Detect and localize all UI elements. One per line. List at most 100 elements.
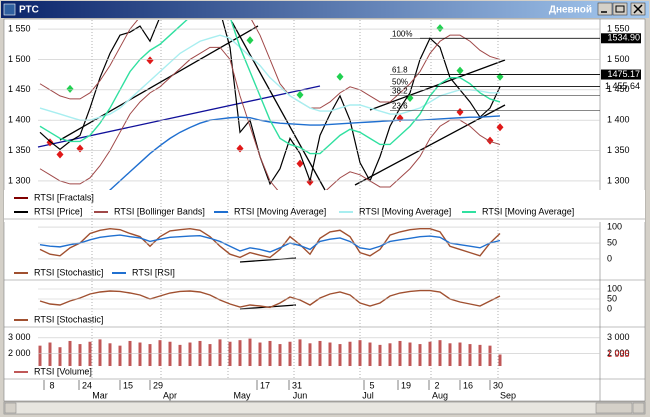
fib-label: 23.6 [392, 102, 408, 111]
volume-bar [278, 344, 282, 366]
x-day-label: 2 [434, 380, 439, 390]
panel-plot [39, 289, 501, 309]
x-month-label: Aug [432, 390, 448, 400]
minimize-button[interactable] [597, 2, 613, 16]
scroll-right[interactable] [632, 402, 645, 414]
price-tag-label: 1 455.64 [605, 81, 640, 91]
legend-label: RTSI [RSI] [132, 267, 175, 277]
volume-bar [388, 343, 392, 366]
volume-bar [208, 344, 212, 366]
window-buttons[interactable] [597, 2, 646, 16]
legend-label: RTSI [Bollinger Bands] [114, 206, 205, 216]
fib-label: 50% [392, 78, 408, 87]
legend-label: RTSI [Price] [34, 206, 82, 216]
volume-bar [298, 339, 302, 366]
volume-bar [358, 340, 362, 366]
series-line [108, 115, 501, 190]
volume-bar [438, 340, 442, 366]
title-bar [1, 1, 649, 18]
maximize-icon [615, 5, 625, 13]
fib-label: 100% [392, 29, 412, 38]
x-month-label: Jun [293, 390, 308, 400]
y-tick-label-right: 100 [607, 221, 622, 231]
fractal-down [146, 56, 154, 65]
trend-lines [37, 21, 506, 310]
x-day-label: 24 [82, 380, 92, 390]
y-tick-label-right: 50 [607, 293, 617, 303]
maximize-button[interactable] [612, 2, 628, 16]
volume-bar [348, 341, 352, 366]
y-tick-label-left: 1 300 [8, 175, 31, 185]
fractal-up [456, 66, 464, 75]
volume-bar [78, 344, 82, 366]
volume-bar [258, 342, 262, 366]
volume-bar [328, 342, 332, 366]
volume-bar [498, 354, 502, 366]
close-icon [633, 4, 643, 14]
volume-bar [248, 338, 252, 366]
y-tick-label-right: 0 [607, 253, 612, 263]
y-tick-label-left: 1 500 [8, 54, 31, 64]
x-day-label: 16 [463, 380, 473, 390]
scroll-thumb[interactable] [595, 402, 633, 414]
legend-label: RTSI [Moving Average] [234, 206, 326, 216]
volume-bar [38, 345, 42, 366]
price-tag-label: 1534.90 [607, 33, 640, 43]
volume-bar [188, 342, 192, 366]
price-tag-box [601, 33, 641, 44]
x-day-label: 5 [369, 380, 374, 390]
volume-bar [98, 339, 102, 366]
fractal-down [456, 108, 464, 117]
y-tick-label-left: 1 400 [8, 115, 31, 125]
volume-bar [418, 344, 422, 366]
legend-label: RTSI [Stochastic] [34, 314, 103, 324]
fib-label: 38.2 [392, 86, 408, 95]
y-tick-label-right: 2 000 [607, 348, 630, 358]
fractal-up [66, 84, 74, 93]
fractal-up [296, 90, 304, 99]
scrollbar[interactable] [3, 401, 646, 415]
volume-bar [88, 341, 92, 366]
y-tick-label-right: 1 450 [607, 84, 630, 94]
y-tick-label-right: 1 300 [607, 175, 630, 185]
x-day-label: 29 [153, 380, 163, 390]
x-month-label: Apr [163, 390, 177, 400]
volume-bar [178, 344, 182, 366]
volume-bar [238, 340, 242, 366]
volume-bar [408, 342, 412, 366]
app-icon [3, 3, 16, 16]
series-line [39, 289, 501, 309]
volume-bar [118, 345, 122, 366]
volume-bar [228, 341, 232, 366]
volume-bar [458, 342, 462, 366]
legend-area [4, 190, 645, 222]
volume-bar [368, 342, 372, 366]
fractal-up [336, 72, 344, 81]
window-title: РТС [19, 5, 39, 16]
x-day-label: 8 [49, 380, 54, 390]
volume-bar [378, 344, 382, 366]
y-tick-label-right: 1 500 [607, 54, 630, 64]
volume-bar [468, 344, 472, 366]
fib-label: 61.8 [392, 66, 408, 75]
trend-line [369, 59, 506, 111]
legend-label: RTSI [Volume] [34, 366, 92, 376]
fractal-down [296, 159, 304, 168]
fractal-down [486, 136, 494, 145]
x-day-label: 17 [260, 380, 270, 390]
y-tick-label-right: 1 550 [607, 23, 630, 33]
y-tick-label-right: 50 [607, 237, 617, 247]
legend-label: RTSI [Moving Average] [359, 206, 451, 216]
y-tick-label-right: 1 400 [607, 115, 630, 125]
volume-bar [48, 342, 52, 366]
fractal-down [56, 150, 64, 159]
volume-bar [478, 344, 482, 366]
scroll-left[interactable] [4, 402, 17, 414]
trend-line [239, 257, 297, 263]
volume-bar [308, 343, 312, 366]
fractal-up [436, 24, 444, 33]
y-tick-label-right: 1 350 [607, 145, 630, 155]
y-tick-label-right: 100 [607, 283, 622, 293]
